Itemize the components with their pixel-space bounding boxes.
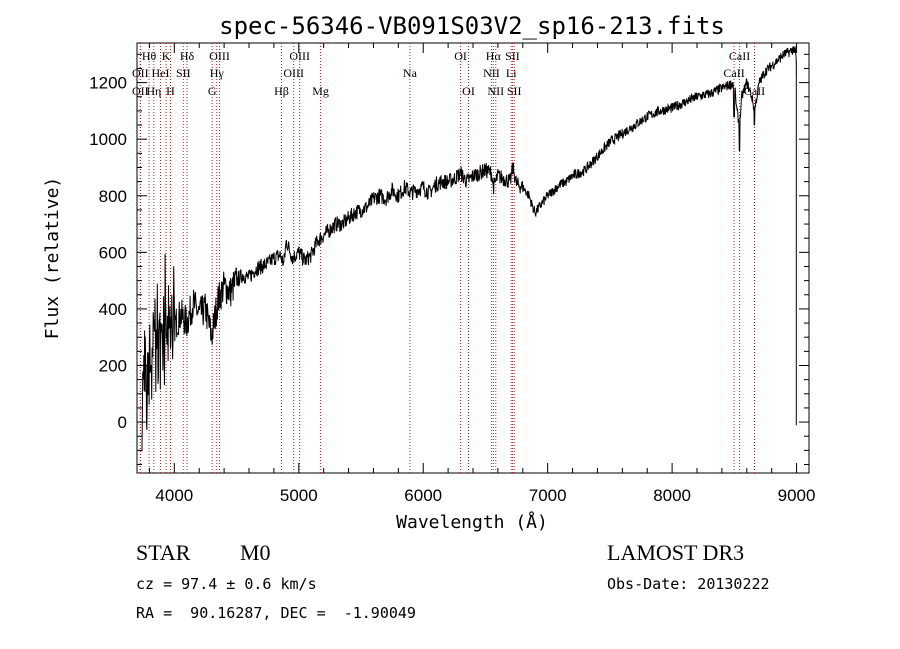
line-label-13: OIII	[283, 66, 304, 80]
line-label-12: Hβ	[274, 84, 289, 98]
line-label-0: Hθ	[142, 49, 157, 63]
line-label-14: OIII	[289, 49, 310, 63]
line-label-9: G	[208, 84, 217, 98]
line-label-26: CaII	[729, 49, 750, 63]
observation-date: Obs-Date: 20130222	[607, 575, 770, 593]
line-label-17: OI	[454, 49, 467, 63]
y-tick-label-2: 400	[99, 300, 127, 319]
x-tick-label-0: 4000	[155, 486, 193, 505]
y-tick-label-4: 800	[99, 187, 127, 206]
line-label-16: Na	[403, 66, 418, 80]
line-label-23: SII	[505, 49, 520, 63]
y-tick-label-5: 1000	[89, 130, 127, 149]
line-label-5: K	[162, 49, 171, 63]
x-tick-label-5: 9000	[778, 486, 816, 505]
chart-title: spec-56346-VB091S03V2_sp16-213.fits	[219, 12, 725, 40]
line-label-21: NII	[487, 84, 504, 98]
x-axis-ticks: 4000 5000 6000 7000 8000 9000	[148, 43, 816, 505]
line-label-2: OII	[132, 84, 149, 98]
line-label-25: CaII	[723, 66, 744, 80]
x-tick-label-4: 8000	[653, 486, 691, 505]
x-tick-label-3: 7000	[529, 486, 567, 505]
line-label-3: Hη	[146, 84, 161, 98]
line-label-15: Mg	[312, 84, 329, 98]
y-tick-label-6: 1200	[89, 74, 127, 93]
spectral-line-labels: HθOIIOIIHηHeIKHSIIHδGHγOIIIHβOIIIOIIIMgN…	[132, 49, 765, 98]
plot-frame	[136, 42, 810, 474]
line-label-4: HeI	[152, 66, 170, 80]
x-tick-label-2: 6000	[404, 486, 442, 505]
line-label-6: H	[166, 84, 175, 98]
redshift-velocity: cz = 97.4 ± 0.6 km/s	[136, 575, 317, 593]
line-label-10: Hγ	[210, 66, 225, 80]
line-label-19: NII	[483, 66, 500, 80]
coordinates: RA = 90.16287, DEC = -1.90049	[136, 604, 416, 622]
y-axis-label: Flux (relative)	[42, 177, 63, 340]
line-label-20: Hα	[486, 49, 502, 63]
line-label-27: CaII	[744, 84, 765, 98]
y-tick-label-3: 600	[99, 243, 127, 262]
line-label-22: Li	[506, 66, 517, 80]
line-label-11: OIII	[209, 49, 230, 63]
x-tick-label-1: 5000	[280, 486, 318, 505]
line-label-1: OII	[132, 66, 149, 80]
flux-series-line	[141, 46, 797, 452]
line-label-7: SII	[176, 66, 191, 80]
line-label-8: Hδ	[180, 49, 195, 63]
line-label-24: SII	[507, 84, 522, 98]
y-tick-label-0: 0	[118, 413, 127, 432]
x-axis-label: Wavelength (Å)	[396, 511, 548, 533]
object-class: STAR	[136, 540, 191, 565]
object-subclass: M0	[240, 540, 271, 565]
survey-name: LAMOST DR3	[607, 540, 745, 565]
y-tick-label-1: 200	[99, 357, 127, 376]
y-axis-ticks: 0 200 400 600 800 1000 1200	[89, 53, 809, 466]
line-label-18: OI	[462, 84, 475, 98]
